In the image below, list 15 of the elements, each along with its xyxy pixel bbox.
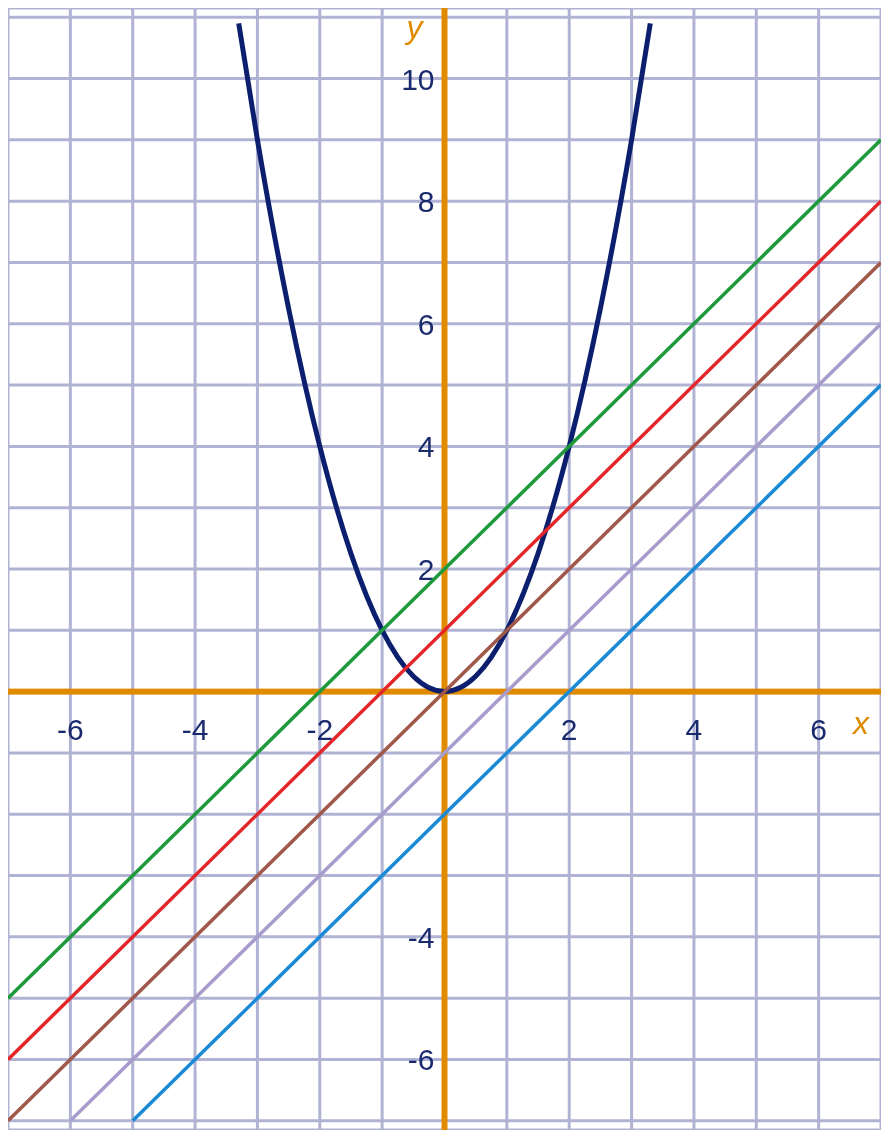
x-tick-label: 6 (810, 712, 827, 746)
y-axis-title: y (404, 9, 425, 45)
y-tick-label: -4 (407, 920, 435, 954)
y-tick-label: 8 (417, 185, 435, 219)
x-tick-label: 4 (685, 712, 703, 746)
y-tick-label: 2 (417, 553, 435, 586)
y-tick-label: 4 (417, 430, 435, 464)
y-tick-label: -6 (407, 1043, 435, 1077)
y-tick-label: 10 (401, 62, 435, 96)
x-axis-title: x (851, 704, 870, 741)
y-tick-label: 6 (417, 307, 435, 341)
x-tick-label: -4 (181, 712, 209, 746)
x-tick-label: 2 (560, 712, 578, 746)
x-tick-label: -2 (306, 712, 334, 746)
x-tick-label: -6 (57, 712, 84, 746)
